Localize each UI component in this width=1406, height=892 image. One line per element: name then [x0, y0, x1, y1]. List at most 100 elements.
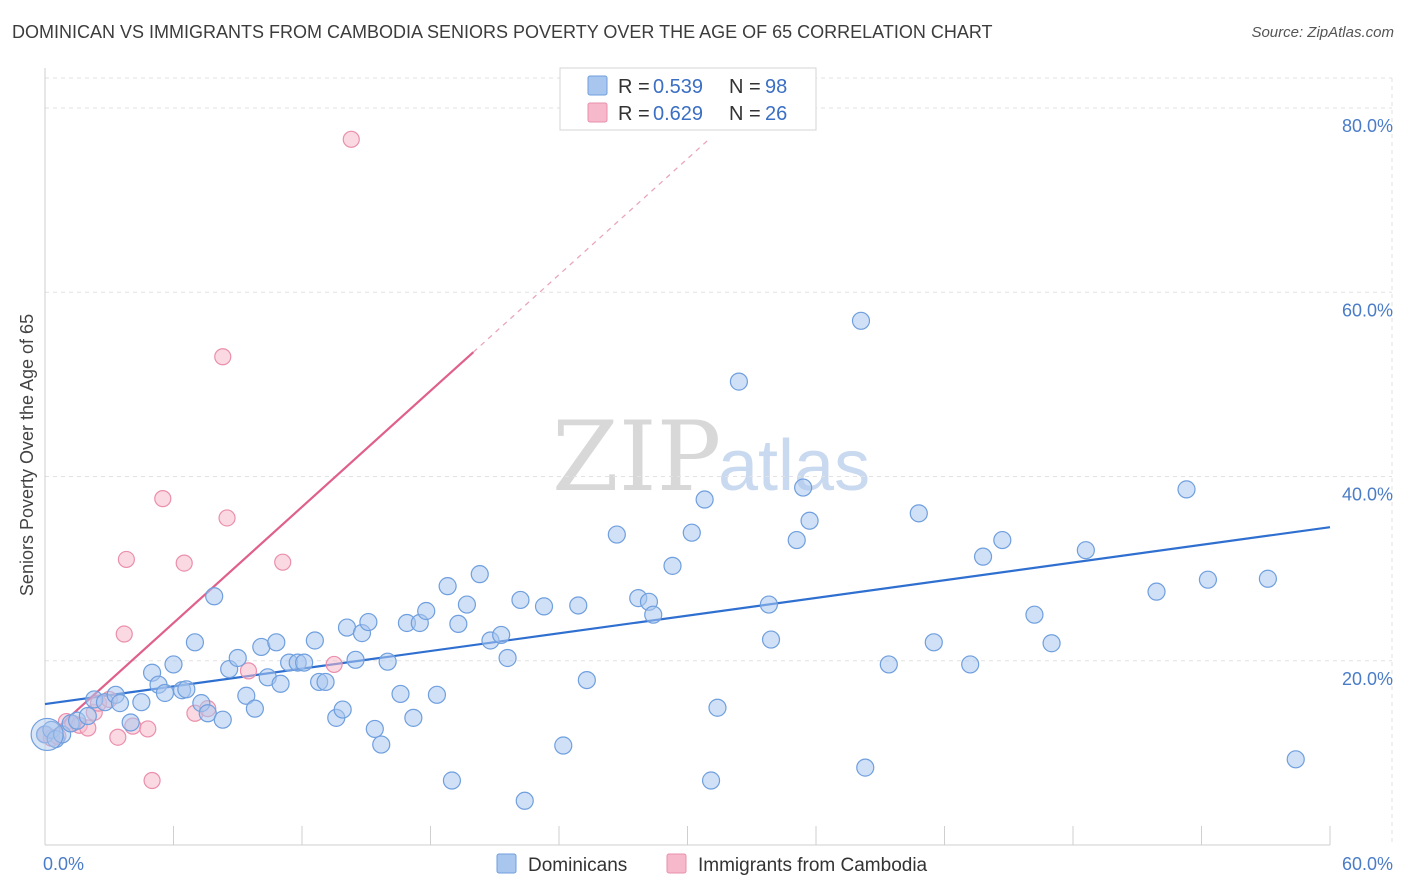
dominican-point — [365, 719, 384, 739]
dominican-point — [1286, 750, 1305, 769]
legend-swatch-cambodia — [587, 102, 608, 123]
bottom-legend-dominicans: Dominicans — [528, 855, 627, 876]
x-tick-label: 60.0% — [1342, 854, 1393, 874]
legend-n-value-1: 98 — [765, 76, 787, 98]
dominican-point — [213, 710, 232, 729]
watermark-atlas: atlas — [718, 426, 870, 506]
dominican-point — [457, 595, 477, 614]
legend-swatch-dominicans — [587, 75, 608, 96]
dominican-point — [515, 791, 534, 810]
dominican-point — [316, 672, 335, 692]
cambodia-trend-extension — [472, 138, 710, 353]
dominican-point — [333, 700, 352, 719]
dominican-point — [761, 630, 781, 649]
axes — [44, 68, 1331, 846]
dominican-point — [198, 704, 217, 723]
legend-r-value-1: 0.539 — [653, 76, 703, 98]
dominican-point — [359, 612, 378, 632]
dominican-point — [237, 686, 256, 705]
series-legend: Dominicans Immigrants from Cambodia — [496, 853, 928, 876]
legend-r-value-2: 0.629 — [653, 103, 703, 125]
dominican-point — [924, 633, 943, 652]
cambodia-point — [115, 625, 133, 643]
dominican-point — [427, 685, 447, 704]
dominican-point — [708, 698, 727, 717]
y-axis-label: Seniors Poverty Over the Age of 65 — [17, 314, 37, 596]
y-tick-label: 20.0% — [1342, 669, 1393, 689]
y-tick-label: 80.0% — [1342, 116, 1393, 136]
legend-n-value-2: 26 — [765, 103, 787, 125]
dominican-point — [78, 706, 97, 726]
dominican-point — [205, 587, 224, 606]
correlation-legend: R = 0.539 N = 98 R = 0.629 N = 26 — [559, 67, 817, 131]
cambodia-point — [239, 662, 258, 680]
legend-r-label-2: R = — [618, 103, 650, 125]
dominican-point — [492, 625, 511, 645]
cambodia-point — [143, 771, 161, 790]
dominican-point — [228, 648, 247, 668]
dominican-points — [30, 311, 1305, 810]
cambodia-point — [117, 550, 135, 569]
dominican-point — [442, 771, 462, 790]
dominican-point — [295, 653, 314, 672]
cambodia-point — [214, 348, 232, 366]
legend-n-label-2: N = — [729, 103, 761, 125]
dominican-point — [449, 614, 468, 634]
cambodia-point — [109, 728, 127, 746]
dominican-point — [851, 311, 871, 330]
dominican-point — [391, 684, 410, 704]
dominican-point — [787, 530, 806, 550]
dominican-point — [1042, 634, 1061, 653]
legend-n-label-1: N = — [729, 76, 761, 98]
cambodia-point — [218, 509, 236, 527]
dominican-point — [267, 633, 286, 652]
chart-title: DOMINICAN VS IMMIGRANTS FROM CAMBODIA SE… — [12, 22, 993, 42]
y-tick-label: 60.0% — [1342, 300, 1393, 320]
dominican-point — [577, 670, 596, 690]
dominican-point — [185, 633, 205, 652]
dominican-point — [252, 637, 271, 657]
dominican-point — [132, 693, 151, 712]
y-tick-labels: 20.0% 40.0% 60.0% 80.0% — [1342, 116, 1393, 689]
dominican-point — [177, 680, 196, 699]
dominican-point — [1076, 541, 1095, 560]
dominican-point — [378, 652, 397, 671]
dominican-point — [372, 735, 391, 754]
dominican-point — [417, 601, 436, 621]
dominican-point — [534, 597, 554, 616]
dominican-point — [800, 511, 819, 530]
dominican-point — [879, 655, 898, 674]
dominicans-trend-line — [44, 526, 1331, 706]
source-label: Source: ZipAtlas.com — [1251, 24, 1394, 41]
bottom-swatch-cambodia — [666, 853, 687, 874]
dominican-point — [245, 699, 264, 718]
dominican-point — [682, 523, 701, 542]
dominican-point — [1147, 582, 1166, 601]
dominican-point — [856, 758, 875, 777]
dominican-point — [110, 694, 130, 713]
dominican-point — [695, 490, 714, 509]
cambodia-point — [274, 553, 292, 571]
dominican-point — [438, 577, 457, 596]
dominican-point — [663, 556, 682, 575]
dominican-point — [607, 525, 626, 544]
dominican-point — [1198, 570, 1218, 589]
bottom-legend-cambodia: Immigrants from Cambodia — [698, 855, 928, 876]
dominican-point — [1177, 480, 1196, 499]
bottom-swatch-dominicans — [496, 853, 517, 874]
y-tick-label: 40.0% — [1342, 485, 1393, 505]
dominican-point — [305, 631, 324, 650]
watermark-zip: ZIP — [552, 401, 721, 513]
dominican-point — [961, 655, 980, 674]
dominican-point — [973, 547, 993, 566]
dominican-point — [569, 596, 588, 615]
cambodia-point — [154, 490, 172, 508]
dominican-point — [121, 713, 140, 732]
dominican-point — [794, 478, 813, 497]
dominican-point — [470, 565, 489, 584]
cambodia-point — [325, 655, 343, 674]
cambodia-point — [175, 554, 193, 572]
dominican-point — [909, 504, 928, 523]
dominican-point-cluster — [30, 717, 64, 752]
